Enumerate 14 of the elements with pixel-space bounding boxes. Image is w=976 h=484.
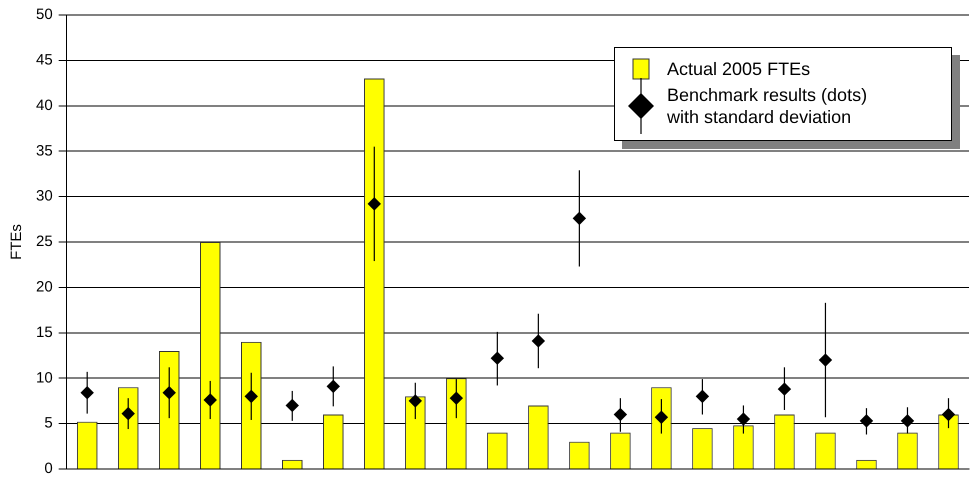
y-tick-label: 0 [44,460,53,478]
y-tick-label: 10 [36,369,53,386]
y-tick-label: 25 [36,233,53,250]
legend-label: Benchmark results (dots) with standard deviation [667,84,868,128]
y-tick-label: 45 [36,52,53,69]
y-tick-label: 20 [36,278,53,296]
y-tick-label: 40 [36,96,53,114]
y-axis-title: FTEs [8,224,26,260]
legend-label: Actual 2005 FTEs [667,58,812,80]
y-tick-label: 35 [36,142,53,160]
y-tick-label: 15 [36,324,53,341]
y-tick-label: 50 [36,6,53,24]
y-tick-label: 5 [44,414,53,432]
y-tick-label: 30 [36,188,53,205]
